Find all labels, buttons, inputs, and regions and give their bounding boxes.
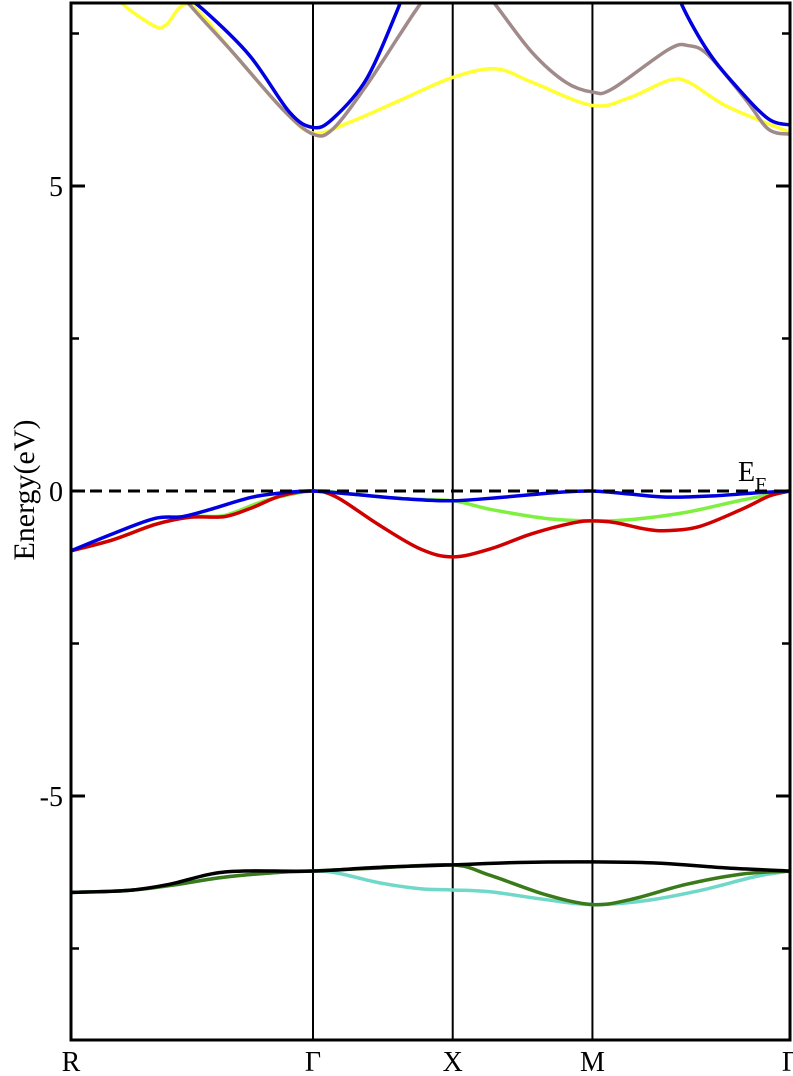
x-tick-label: M	[580, 1047, 605, 1076]
y-tick-label: 5	[49, 172, 63, 203]
kpoint-divider-lines	[311, 3, 594, 1040]
band-line-6	[119, 3, 790, 136]
x-tick-label: Γ	[305, 1047, 321, 1076]
fermi-label-main: E	[738, 457, 755, 488]
y-tick-label: -5	[40, 782, 63, 813]
band-line-7	[186, 3, 790, 138]
band-line-9	[679, 3, 790, 127]
x-tick-label: X	[443, 1047, 463, 1076]
y-axis-label: Energy(eV)	[8, 419, 41, 560]
fermi-level-label: EF	[738, 457, 766, 496]
bands	[71, 3, 790, 907]
band-line-8	[192, 3, 403, 130]
x-tick-label: R	[62, 1047, 81, 1076]
plot-frame	[69, 1, 792, 1042]
y-tick-label: 0	[49, 477, 63, 508]
fermi-label-sub: F	[755, 474, 766, 496]
band-line-2	[71, 860, 790, 895]
band-line-5	[71, 489, 790, 553]
band-line-0	[71, 869, 790, 907]
band-line-1	[71, 862, 790, 907]
band-line-4	[71, 489, 790, 559]
y-ticks	[71, 32, 790, 950]
x-tick-label: Γ	[782, 1047, 793, 1076]
